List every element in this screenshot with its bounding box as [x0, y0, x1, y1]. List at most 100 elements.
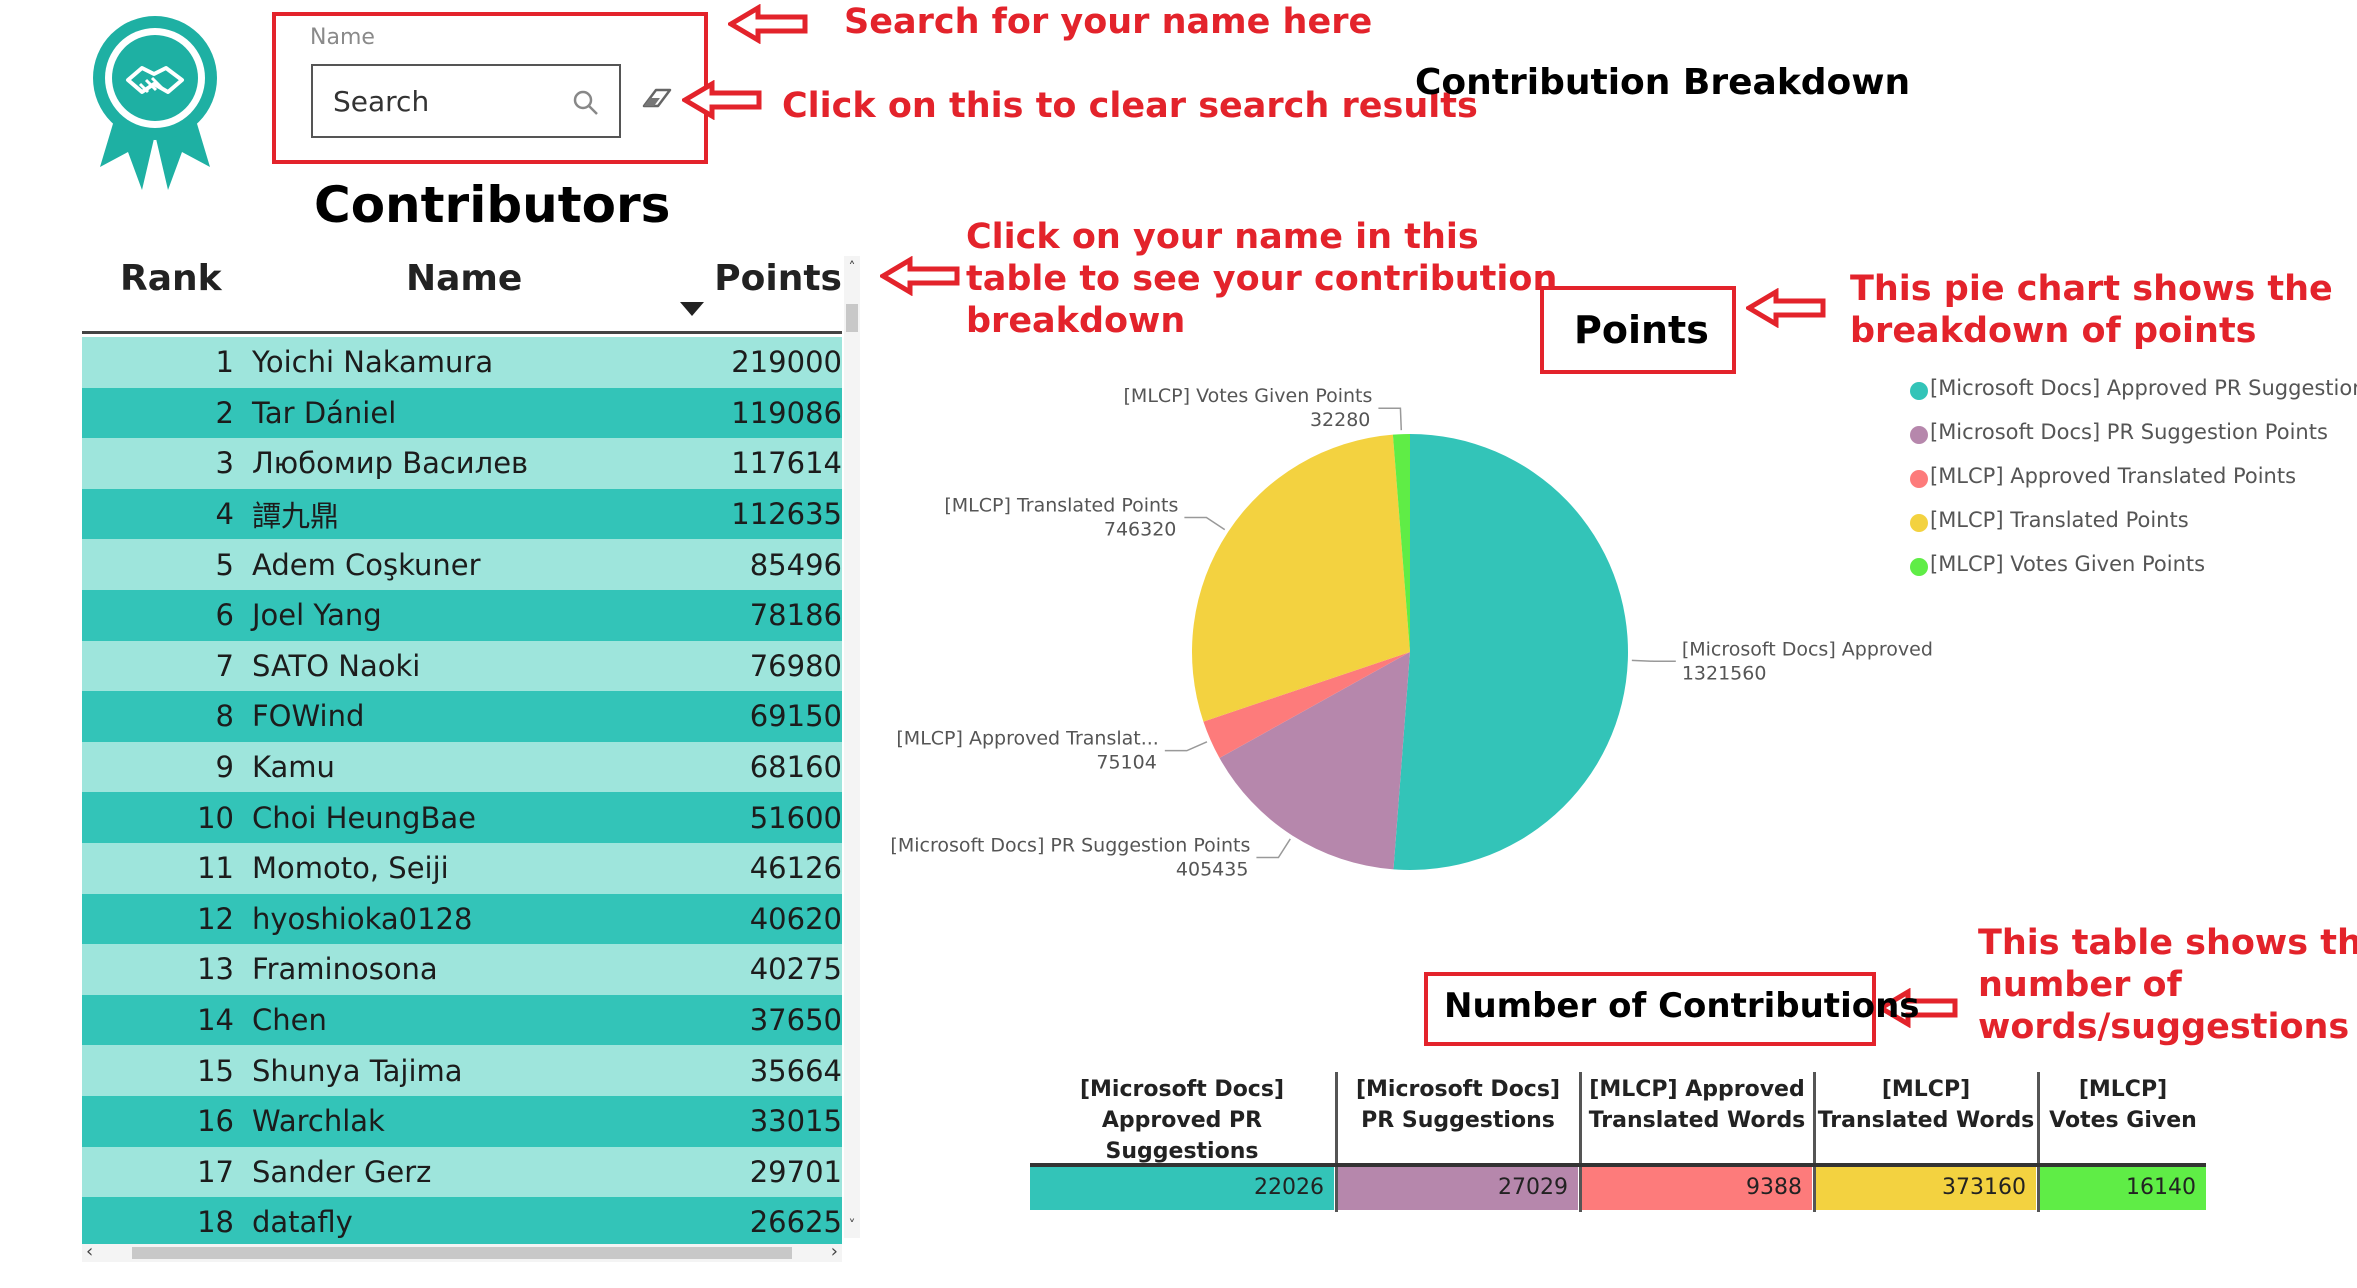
legend-item[interactable]: [MLCP] Votes Given Points: [1910, 552, 2206, 576]
horizontal-scrollbar[interactable]: ‹ ›: [82, 1241, 842, 1262]
pie-slice[interactable]: [1219, 652, 1410, 870]
legend-item[interactable]: [Microsoft Docs] PR Suggestion Points: [1910, 420, 2328, 444]
header-name[interactable]: Name: [406, 258, 523, 299]
scroll-left-icon[interactable]: ‹: [86, 1241, 94, 1262]
table-header: Rank Name Points: [82, 250, 842, 334]
table-row[interactable]: 12 hyoshioka0128 40620: [82, 893, 842, 945]
header-points[interactable]: Points: [714, 258, 842, 299]
legend-item[interactable]: [MLCP] Translated Points: [1910, 508, 2189, 532]
table-row[interactable]: 3 Любомир Василев 117614: [82, 438, 842, 489]
table-row[interactable]: 8 FOWind 69150: [82, 691, 842, 742]
cell-points: 117614: [731, 446, 842, 481]
scroll-right-icon[interactable]: ›: [830, 1241, 838, 1262]
legend-item[interactable]: [MLCP] Approved Translated Points: [1910, 464, 2297, 488]
pie-slice[interactable]: [1192, 434, 1410, 722]
contributions-header-line: Translated Words: [1588, 1108, 1806, 1133]
cell-rank: 11: [197, 851, 234, 886]
cell-name: Joel Yang: [252, 598, 382, 633]
table-row[interactable]: 4 譚九鼎 112635: [82, 488, 842, 540]
contributions-header[interactable]: [MLCP] Approved Translated Words: [1582, 1074, 1812, 1164]
pie-slice[interactable]: [1392, 434, 1410, 652]
table-row[interactable]: 10 Choi HeungBae 51600: [82, 792, 842, 843]
count-hint: This table shows the number of words/sug…: [1978, 923, 2357, 1047]
contributions-header-line: PR Suggestions: [1361, 1108, 1555, 1133]
search-icon[interactable]: [571, 88, 601, 118]
legend-label: [MLCP] Approved Translated Points: [1930, 464, 2297, 488]
clear-hint: Click on this to clear search results: [782, 86, 1478, 126]
cell-rank: 15: [197, 1053, 234, 1088]
cell-points: 112635: [731, 497, 842, 532]
legend-dot: [1910, 514, 1928, 532]
pie-leader-line: [1256, 838, 1291, 859]
contributions-header-line: Approved PR Suggestions: [1101, 1108, 1263, 1164]
cell-points: 46126: [749, 851, 842, 886]
cell-rank: 14: [197, 1003, 234, 1038]
legend-dot: [1910, 470, 1928, 488]
pie-leader-line: [1164, 741, 1208, 752]
cell-points: 76980: [749, 648, 842, 683]
cell-name: Adem Coşkuner: [252, 547, 481, 582]
red-arrow-icon: [682, 80, 762, 120]
cell-rank: 18: [197, 1205, 234, 1240]
search-box[interactable]: [311, 64, 621, 138]
cell-name: FOWind: [252, 699, 365, 734]
cell-name: datafly: [252, 1205, 353, 1240]
contributions-header[interactable]: [Microsoft Docs] Approved PR Suggestions: [1030, 1074, 1334, 1164]
contributions-header[interactable]: [MLCP] Votes Given: [2040, 1074, 2206, 1164]
search-input[interactable]: [333, 82, 553, 120]
sort-down-icon[interactable]: [678, 300, 706, 318]
cell-points: 35664: [749, 1053, 842, 1088]
points-pie-chart[interactable]: [Microsoft Docs] Approved PR Su...132156…: [880, 380, 1940, 940]
points-title: Points: [1574, 308, 1709, 352]
table-row[interactable]: 7 SATO Naoki 76980: [82, 640, 842, 692]
cell-name: Kamu: [252, 750, 335, 785]
pie-slice-value: 1321560: [1682, 662, 1767, 684]
legend-dot: [1910, 382, 1928, 400]
cell-points: 119086: [731, 395, 842, 430]
eraser-icon[interactable]: [640, 84, 674, 112]
contributions-value: 373160: [1816, 1166, 2036, 1210]
cell-name: 譚九鼎: [252, 499, 340, 534]
contributions-title-box: [1424, 972, 1876, 1046]
table-row[interactable]: 17 Sander Gerz 29701: [82, 1146, 842, 1198]
table-row[interactable]: 15 Shunya Tajima 35664: [82, 1045, 842, 1096]
cell-points: 33015: [749, 1104, 842, 1139]
header-rank[interactable]: Rank: [120, 258, 222, 299]
pie-slice-value: 32280: [1310, 409, 1370, 431]
table-row[interactable]: 18 datafly 26625: [82, 1197, 842, 1248]
table-row[interactable]: 1 Yoichi Nakamura 219000: [82, 337, 842, 388]
table-row[interactable]: 16 Warchlak 33015: [82, 1095, 842, 1147]
legend-label: [MLCP] Votes Given Points: [1930, 552, 2206, 576]
contributions-value: 22026: [1030, 1166, 1334, 1210]
cell-name: Chen: [252, 1003, 327, 1038]
cell-rank: 10: [197, 800, 234, 835]
vertical-scroll-thumb[interactable]: [846, 304, 858, 332]
contributions-title: Number of Contributions: [1444, 986, 1920, 1026]
legend-item[interactable]: [Microsoft Docs] Approved PR Suggestion.…: [1910, 376, 2357, 400]
contributors-title: Contributors: [314, 176, 671, 234]
vertical-scrollbar[interactable]: ˄ ˅: [844, 256, 860, 1238]
table-row[interactable]: 5 Adem Coşkuner 85496: [82, 539, 842, 590]
table-row[interactable]: 14 Chen 37650: [82, 994, 842, 1046]
table-body: 1 Yoichi Nakamura 219000 2 Tar Dániel 119086 3…: [82, 337, 842, 1248]
table-row[interactable]: 6 Joel Yang 78186: [82, 589, 842, 641]
scroll-down-icon[interactable]: ˅: [848, 1218, 856, 1234]
pie-slice[interactable]: [1203, 652, 1410, 758]
pie-leader-line: [1378, 407, 1403, 431]
contributions-header[interactable]: [MLCP] Translated Words: [1816, 1074, 2036, 1164]
horizontal-scroll-thumb[interactable]: [132, 1247, 792, 1259]
table-row[interactable]: 13 Framinosona 40275: [82, 944, 842, 995]
contributions-header[interactable]: [Microsoft Docs] PR Suggestions: [1338, 1074, 1578, 1164]
pie-slice[interactable]: [1393, 434, 1629, 870]
cell-points: 26625: [749, 1205, 842, 1240]
table-row[interactable]: 11 Momoto, Seiji 46126: [82, 842, 842, 894]
pie-slice-value: 75104: [1096, 752, 1156, 774]
cell-rank: 13: [197, 952, 234, 987]
table-row[interactable]: 2 Tar Dániel 119086: [82, 387, 842, 439]
cell-points: 69150: [749, 699, 842, 734]
scroll-up-icon[interactable]: ˄: [848, 260, 856, 276]
table-row[interactable]: 9 Kamu 68160: [82, 741, 842, 793]
legend-label: [Microsoft Docs] Approved PR Suggestion.…: [1930, 376, 2357, 400]
pie-slice-label: [MLCP] Translated Points: [944, 495, 1178, 517]
cell-points: 29701: [749, 1154, 842, 1189]
